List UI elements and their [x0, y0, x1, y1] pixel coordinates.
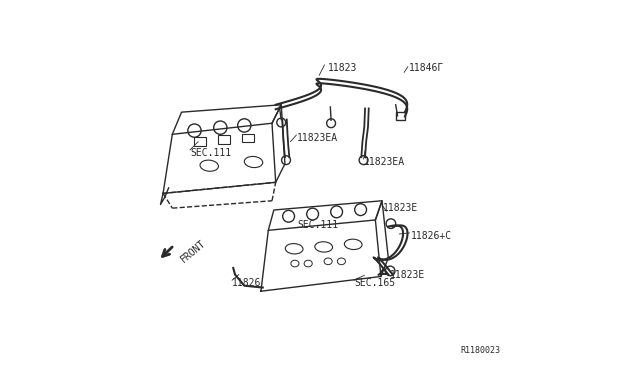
- Text: R1180023: R1180023: [460, 346, 500, 355]
- Text: SEC.111: SEC.111: [298, 220, 339, 230]
- Bar: [195, 137, 205, 146]
- Text: 11846Γ: 11846Γ: [408, 63, 444, 73]
- Text: FRONT: FRONT: [179, 238, 208, 265]
- Text: 11823E: 11823E: [383, 203, 418, 213]
- Bar: [218, 135, 230, 144]
- Text: SEC.165: SEC.165: [354, 278, 395, 288]
- Text: 11826+C: 11826+C: [410, 231, 452, 241]
- Bar: [396, 112, 405, 119]
- Text: SEC.111: SEC.111: [190, 148, 231, 158]
- Text: 11823: 11823: [328, 63, 356, 73]
- Text: 11823EA: 11823EA: [297, 133, 338, 143]
- Text: 11826: 11826: [232, 278, 262, 288]
- Text: 11823EA: 11823EA: [364, 157, 405, 167]
- Text: 11823E: 11823E: [390, 270, 426, 280]
- Bar: [243, 134, 253, 142]
